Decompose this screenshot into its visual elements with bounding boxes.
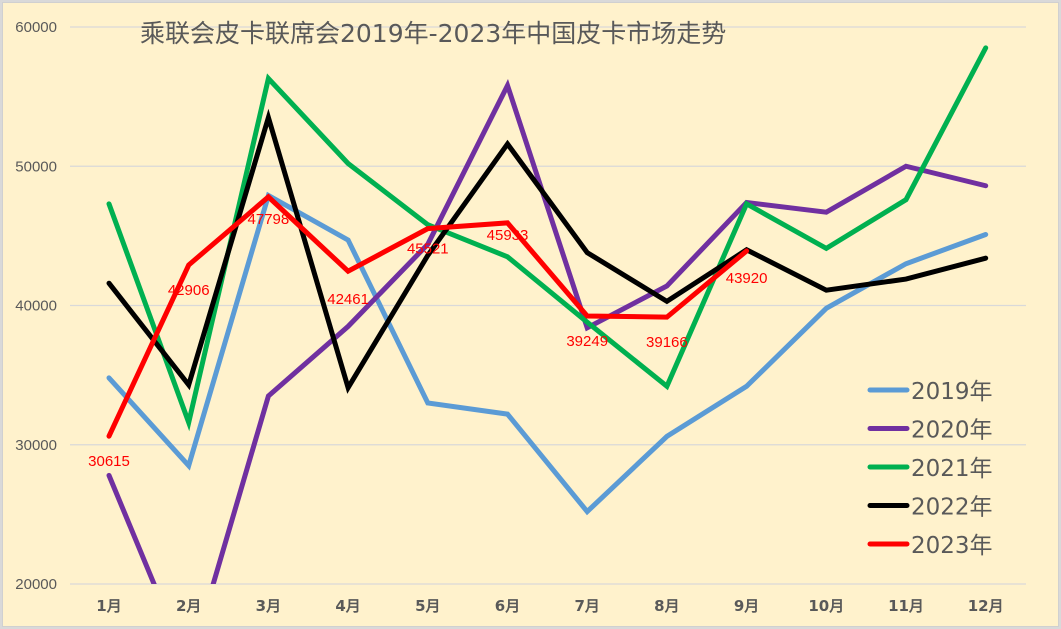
chart-title: 乘联会皮卡联席会2019年-2023年中国皮卡市场走势 (140, 19, 726, 48)
series-line-2020 (106, 78, 989, 584)
x-tick-label: 3月 (256, 597, 281, 615)
data-label: 39166 (646, 334, 688, 351)
legend-label: 2023年 (911, 533, 993, 559)
data-label: 47798 (248, 211, 290, 228)
y-tick-label: 60000 (15, 19, 57, 36)
x-tick-label: 11月 (888, 597, 924, 615)
x-tick-label: 5月 (415, 597, 440, 615)
legend: 2019年 2020年 2021年 2022年 2023年 (867, 379, 993, 559)
x-tick-label: 2月 (176, 597, 201, 615)
x-tick-label: 8月 (654, 597, 679, 615)
legend-label: 2021年 (911, 456, 993, 482)
data-label: 42461 (327, 291, 369, 308)
legend-label: 2022年 (911, 495, 993, 521)
series-line-2021 (106, 45, 989, 432)
series-line-2019 (106, 191, 989, 516)
x-tick-label: 12月 (968, 597, 1004, 615)
data-label: 39249 (566, 333, 608, 350)
data-label: 43920 (726, 270, 768, 287)
y-tick-label: 50000 (15, 158, 57, 175)
y-axis: 20000 30000 40000 50000 60000 (15, 19, 57, 593)
data-label: 42906 (168, 282, 210, 299)
data-label: 45521 (407, 241, 449, 258)
data-labels: 30615 42906 47798 42461 45521 45933 39249 39166… (88, 211, 767, 470)
y-tick-label: 30000 (15, 437, 57, 454)
y-tick-label: 20000 (15, 576, 57, 593)
legend-label: 2020年 (911, 418, 993, 444)
series-line-2022 (106, 108, 989, 394)
gridlines (70, 26, 1026, 585)
x-tick-label: 10月 (808, 597, 844, 615)
x-tick-label: 1月 (96, 597, 121, 615)
series-lines (106, 45, 989, 584)
x-tick-label: 6月 (495, 597, 520, 615)
y-tick-label: 40000 (15, 298, 57, 315)
series-line-2023 (106, 193, 750, 439)
x-tick-label: 4月 (335, 597, 360, 615)
data-label: 45933 (487, 227, 529, 244)
data-label: 30615 (88, 453, 130, 470)
x-tick-label: 7月 (574, 597, 599, 615)
x-tick-label: 9月 (734, 597, 759, 615)
x-axis: 1月 2月 3月 4月 5月 6月 7月 8月 9月 10月 11月 12月 (96, 597, 1003, 615)
legend-label: 2019年 (911, 379, 993, 405)
